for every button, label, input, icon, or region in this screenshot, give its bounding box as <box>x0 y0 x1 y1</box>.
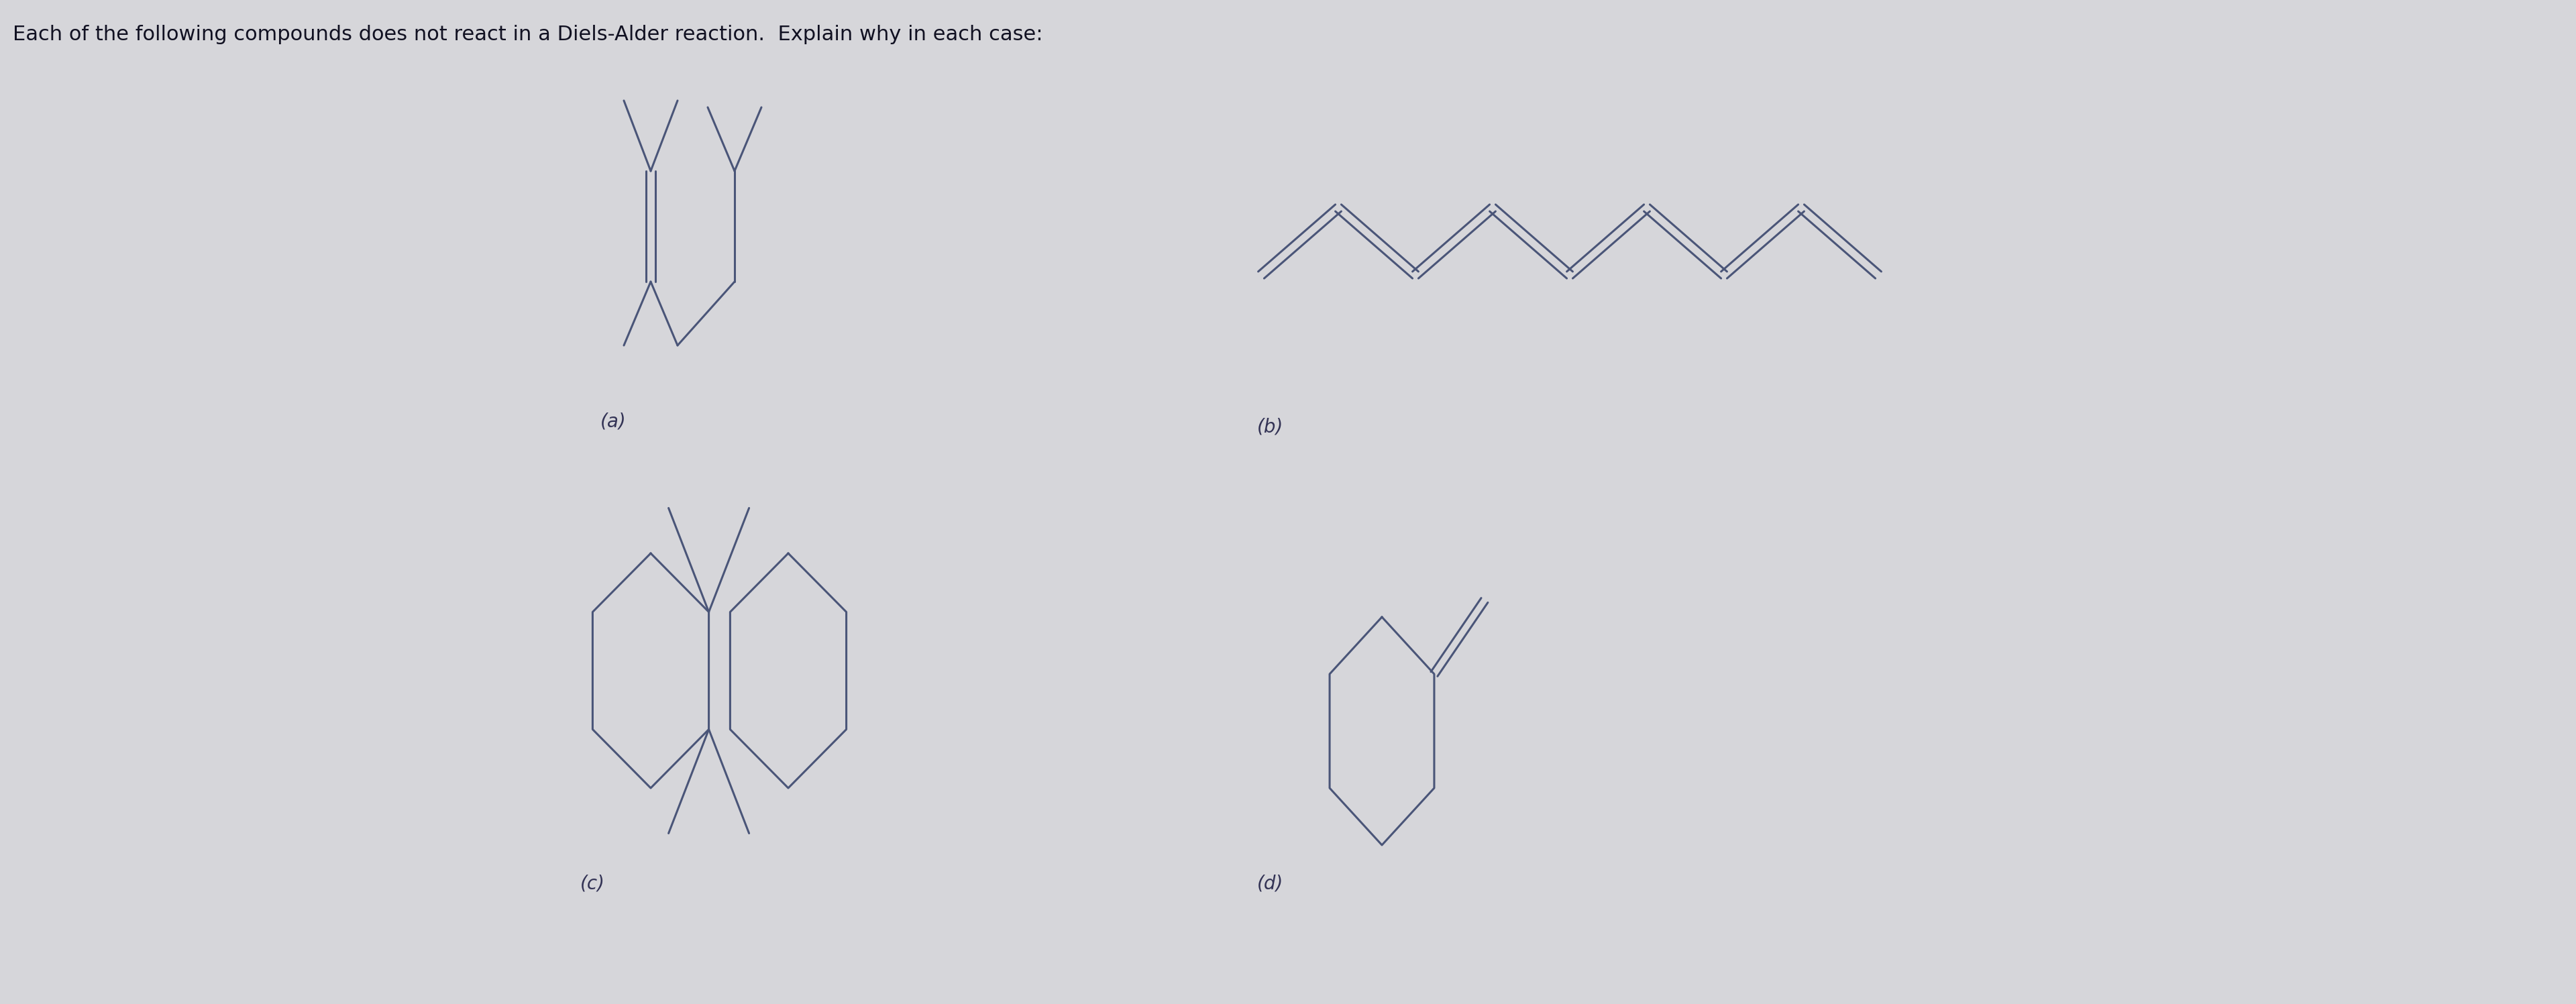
Text: (d): (d) <box>1257 874 1283 893</box>
Text: (c): (c) <box>580 874 605 893</box>
Text: (a): (a) <box>600 413 626 431</box>
Text: (b): (b) <box>1257 418 1283 436</box>
Text: Each of the following compounds does not react in a Diels-Alder reaction.  Expla: Each of the following compounds does not… <box>13 25 1043 44</box>
